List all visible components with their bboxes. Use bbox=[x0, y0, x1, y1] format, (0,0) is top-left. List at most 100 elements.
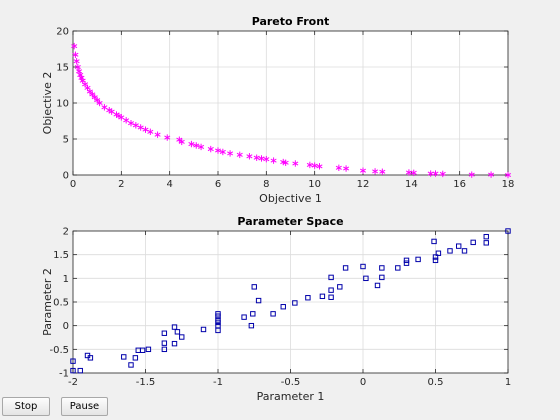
y-tick-label: 1 bbox=[63, 274, 69, 285]
data-point bbox=[70, 367, 76, 374]
data-point bbox=[154, 131, 161, 138]
data-point bbox=[337, 284, 343, 290]
data-point bbox=[77, 367, 83, 374]
data-point bbox=[282, 159, 289, 166]
data-point bbox=[359, 167, 367, 174]
data-point bbox=[395, 265, 401, 271]
chart-title: Pareto Front bbox=[252, 15, 330, 28]
data-point bbox=[236, 151, 243, 159]
data-point bbox=[101, 104, 108, 111]
data-point bbox=[328, 294, 334, 300]
y-tick-label: 0 bbox=[63, 321, 69, 332]
data-point bbox=[89, 91, 96, 98]
data-point bbox=[439, 170, 446, 178]
y-tick-label: 5 bbox=[63, 135, 69, 146]
x-tick-label: -1.5 bbox=[136, 377, 156, 388]
data-point bbox=[461, 248, 468, 254]
data-point bbox=[488, 171, 495, 178]
data-point bbox=[415, 256, 421, 263]
data-point bbox=[431, 238, 437, 245]
data-point bbox=[171, 340, 178, 347]
data-point bbox=[372, 168, 379, 175]
data-point bbox=[280, 304, 286, 310]
data-point bbox=[171, 324, 178, 330]
x-tick-label: 6 bbox=[215, 179, 221, 190]
pareto-chart: 0 2 4 6 8 10 12 14 16 18 0 5 10 15 20 Pareto Front Objec… bbox=[41, 15, 514, 205]
data-point bbox=[328, 287, 334, 293]
data-point bbox=[270, 311, 276, 317]
x-axis-label: Parameter 1 bbox=[257, 390, 325, 403]
data-point bbox=[342, 265, 349, 271]
data-point bbox=[215, 322, 221, 329]
data-point bbox=[316, 163, 323, 170]
data-point bbox=[251, 284, 257, 290]
data-point bbox=[456, 243, 462, 249]
data-point bbox=[86, 88, 93, 95]
data-point bbox=[343, 165, 350, 172]
data-point bbox=[263, 155, 270, 163]
data-point bbox=[176, 136, 183, 143]
data-point bbox=[161, 330, 168, 336]
data-point bbox=[91, 94, 98, 101]
x-tick-label: 14 bbox=[405, 179, 418, 190]
data-point bbox=[470, 239, 476, 246]
data-point bbox=[374, 282, 381, 289]
y-tick-label: 2 bbox=[63, 227, 69, 238]
data-point bbox=[121, 354, 127, 360]
data-point bbox=[147, 128, 154, 135]
data-point bbox=[248, 322, 255, 329]
data-point bbox=[178, 138, 185, 146]
data-point bbox=[306, 161, 313, 169]
x-tick-label: 0.5 bbox=[428, 377, 444, 388]
data-point bbox=[270, 157, 277, 164]
param-chart: -2 -1.5 -1 -0.5 0 0.5 1 -1 -0.5 0 0.5 1 1.5 2 Paramete… bbox=[41, 215, 511, 403]
data-point bbox=[145, 346, 152, 353]
data-point bbox=[435, 250, 442, 256]
data-point bbox=[410, 169, 417, 177]
x-tick-label: -0.5 bbox=[281, 377, 301, 388]
data-point bbox=[198, 143, 205, 151]
data-point bbox=[405, 169, 412, 176]
x-tick-label: 18 bbox=[502, 179, 515, 190]
y-tick-label: 15 bbox=[56, 63, 69, 74]
y-tick-label: -0.5 bbox=[49, 345, 69, 356]
data-point bbox=[214, 147, 222, 154]
x-axis-label: Objective 1 bbox=[259, 192, 322, 205]
data-point bbox=[432, 257, 439, 264]
x-tick-label: 10 bbox=[308, 179, 321, 190]
data-point bbox=[379, 168, 386, 175]
data-point bbox=[483, 240, 489, 246]
data-point bbox=[179, 334, 185, 340]
data-point bbox=[161, 346, 168, 353]
data-point bbox=[123, 117, 130, 124]
data-point bbox=[379, 274, 385, 281]
pause-button[interactable]: Pause bbox=[61, 397, 108, 416]
data-point bbox=[403, 260, 410, 266]
data-point bbox=[207, 145, 214, 153]
y-tick-label: 0.5 bbox=[53, 298, 69, 309]
data-point bbox=[118, 114, 125, 121]
data-point bbox=[71, 42, 78, 50]
data-point bbox=[128, 362, 134, 368]
x-tick-label: 4 bbox=[166, 179, 172, 190]
data-point bbox=[241, 314, 247, 320]
data-point bbox=[193, 142, 200, 149]
data-point bbox=[161, 340, 168, 346]
y-tick-label: 10 bbox=[56, 99, 69, 110]
x-tick-label: 12 bbox=[357, 179, 370, 190]
data-point bbox=[142, 126, 149, 133]
data-point bbox=[305, 295, 311, 301]
data-point bbox=[94, 96, 101, 104]
stop-button[interactable]: Stop bbox=[2, 397, 50, 416]
data-point bbox=[132, 355, 139, 361]
data-point bbox=[227, 150, 234, 157]
data-point bbox=[188, 140, 195, 148]
x-tick-label: 0 bbox=[70, 179, 76, 190]
data-point bbox=[215, 317, 221, 323]
data-point bbox=[73, 58, 80, 65]
data-point bbox=[328, 274, 334, 281]
x-tick-label: 16 bbox=[453, 179, 466, 190]
data-point bbox=[447, 248, 453, 254]
data-point bbox=[250, 311, 256, 317]
y-tick-label: 20 bbox=[56, 27, 69, 38]
